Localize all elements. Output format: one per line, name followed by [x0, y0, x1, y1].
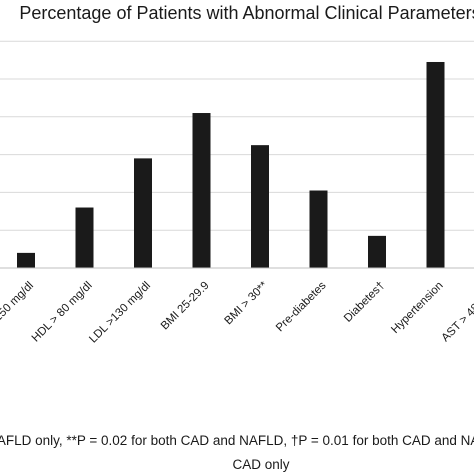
bar — [426, 61, 445, 268]
x-tick-label: AST > 48 mg/dl — [440, 280, 474, 345]
x-tick-label: Pre-diabetes — [274, 279, 329, 334]
bar — [192, 113, 211, 269]
bar — [75, 207, 94, 268]
bars — [17, 61, 445, 269]
gridlines — [0, 40, 474, 231]
bar — [17, 252, 35, 268]
footnote: *P = 0.01 for NAFLD only, **P = 0.02 for… — [0, 433, 474, 472]
x-tick-label: LDL >130 mg/dl — [87, 280, 153, 346]
footnote-line-1: *P = 0.01 for NAFLD only, **P = 0.02 for… — [0, 433, 474, 448]
bar — [368, 235, 386, 268]
bar — [251, 145, 269, 268]
x-tick-label: BMI > 30** — [223, 279, 271, 327]
x-tick-label: Hypertension — [389, 280, 445, 336]
bar — [134, 158, 152, 268]
chart-title: Percentage of Patients with Abnormal Cli… — [19, 3, 474, 23]
x-tick-label: BMI 25-29.9 — [159, 280, 212, 333]
footnote-line-2: CAD only — [232, 457, 289, 472]
x-tick-label: Diabetes† — [342, 280, 387, 325]
bar — [309, 190, 328, 268]
x-tick-label: HDL > 80 mg/dl — [30, 280, 95, 345]
